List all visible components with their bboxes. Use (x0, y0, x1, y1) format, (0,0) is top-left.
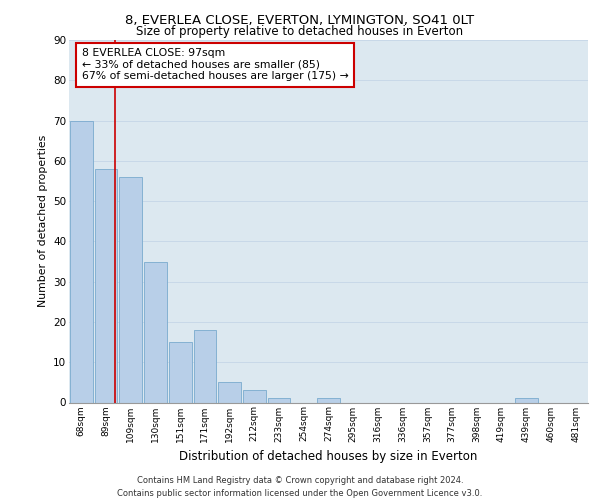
Bar (218, 382, 241, 402)
Bar (95, 169, 118, 402)
Bar (243, 390, 266, 402)
Text: 8 EVERLEA CLOSE: 97sqm
← 33% of detached houses are smaller (85)
67% of semi-det: 8 EVERLEA CLOSE: 97sqm ← 33% of detached… (82, 48, 349, 82)
Bar (515, 398, 538, 402)
Text: Contains HM Land Registry data © Crown copyright and database right 2024.
Contai: Contains HM Land Registry data © Crown c… (118, 476, 482, 498)
X-axis label: Distribution of detached houses by size in Everton: Distribution of detached houses by size … (179, 450, 478, 463)
Bar (144, 262, 167, 402)
Bar (169, 342, 191, 402)
Bar (119, 177, 142, 402)
Bar (268, 398, 290, 402)
Y-axis label: Number of detached properties: Number of detached properties (38, 135, 47, 308)
Bar (194, 330, 216, 402)
Text: Size of property relative to detached houses in Everton: Size of property relative to detached ho… (136, 25, 464, 38)
Bar (317, 398, 340, 402)
Text: 8, EVERLEA CLOSE, EVERTON, LYMINGTON, SO41 0LT: 8, EVERLEA CLOSE, EVERTON, LYMINGTON, SO… (125, 14, 475, 27)
Bar (70, 120, 93, 402)
